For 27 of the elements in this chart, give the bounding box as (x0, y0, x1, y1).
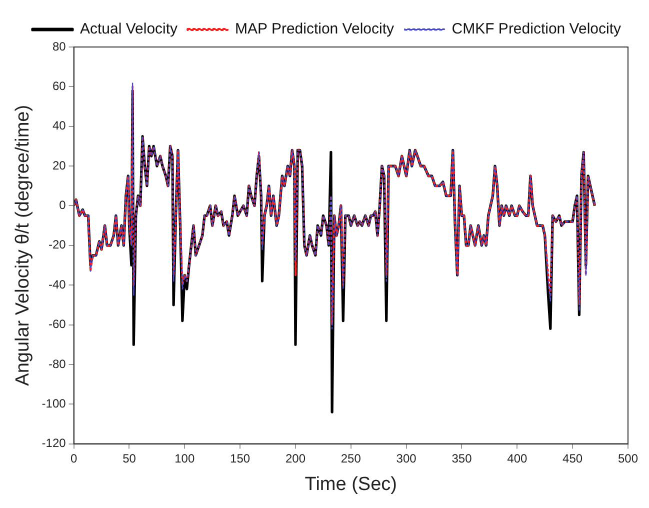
y-tick-label: -20 (48, 238, 66, 252)
x-tick-label: 300 (396, 451, 417, 466)
x-axis-title: Time (Sec) (304, 474, 398, 495)
y-tick-label: -120 (42, 436, 66, 450)
x-tick-label: 250 (340, 451, 362, 466)
x-tick-label: 450 (562, 451, 583, 466)
x-tick-label: 400 (507, 451, 528, 466)
y-tick-label: 20 (52, 158, 66, 172)
legend-label: CMKF Prediction Velocity (452, 20, 622, 38)
x-tick-label: 150 (230, 451, 250, 466)
x-tick-label: 0 (70, 451, 78, 466)
x-tick-label: 50 (122, 451, 136, 466)
x-tick-label: 500 (618, 451, 638, 466)
x-tick-label: 350 (452, 451, 472, 466)
y-axis-title: Angular Velocity θ/t (degree/time) (12, 104, 34, 386)
y-tick-label: -100 (42, 396, 66, 410)
x-tick-label: 200 (285, 451, 306, 466)
y-tick-label: 0 (59, 198, 66, 212)
y-tick-label: -60 (48, 317, 66, 332)
y-tick-label: 60 (52, 78, 66, 93)
y-tick-label: -80 (48, 356, 66, 371)
y-tick-label: 40 (52, 118, 66, 133)
y-tick-label: -40 (48, 277, 66, 292)
legend-label: MAP Prediction Velocity (235, 20, 395, 38)
y-tick-label: 80 (52, 39, 66, 54)
legend-label: Actual Velocity (80, 20, 178, 38)
x-tick-label: 100 (174, 451, 195, 466)
